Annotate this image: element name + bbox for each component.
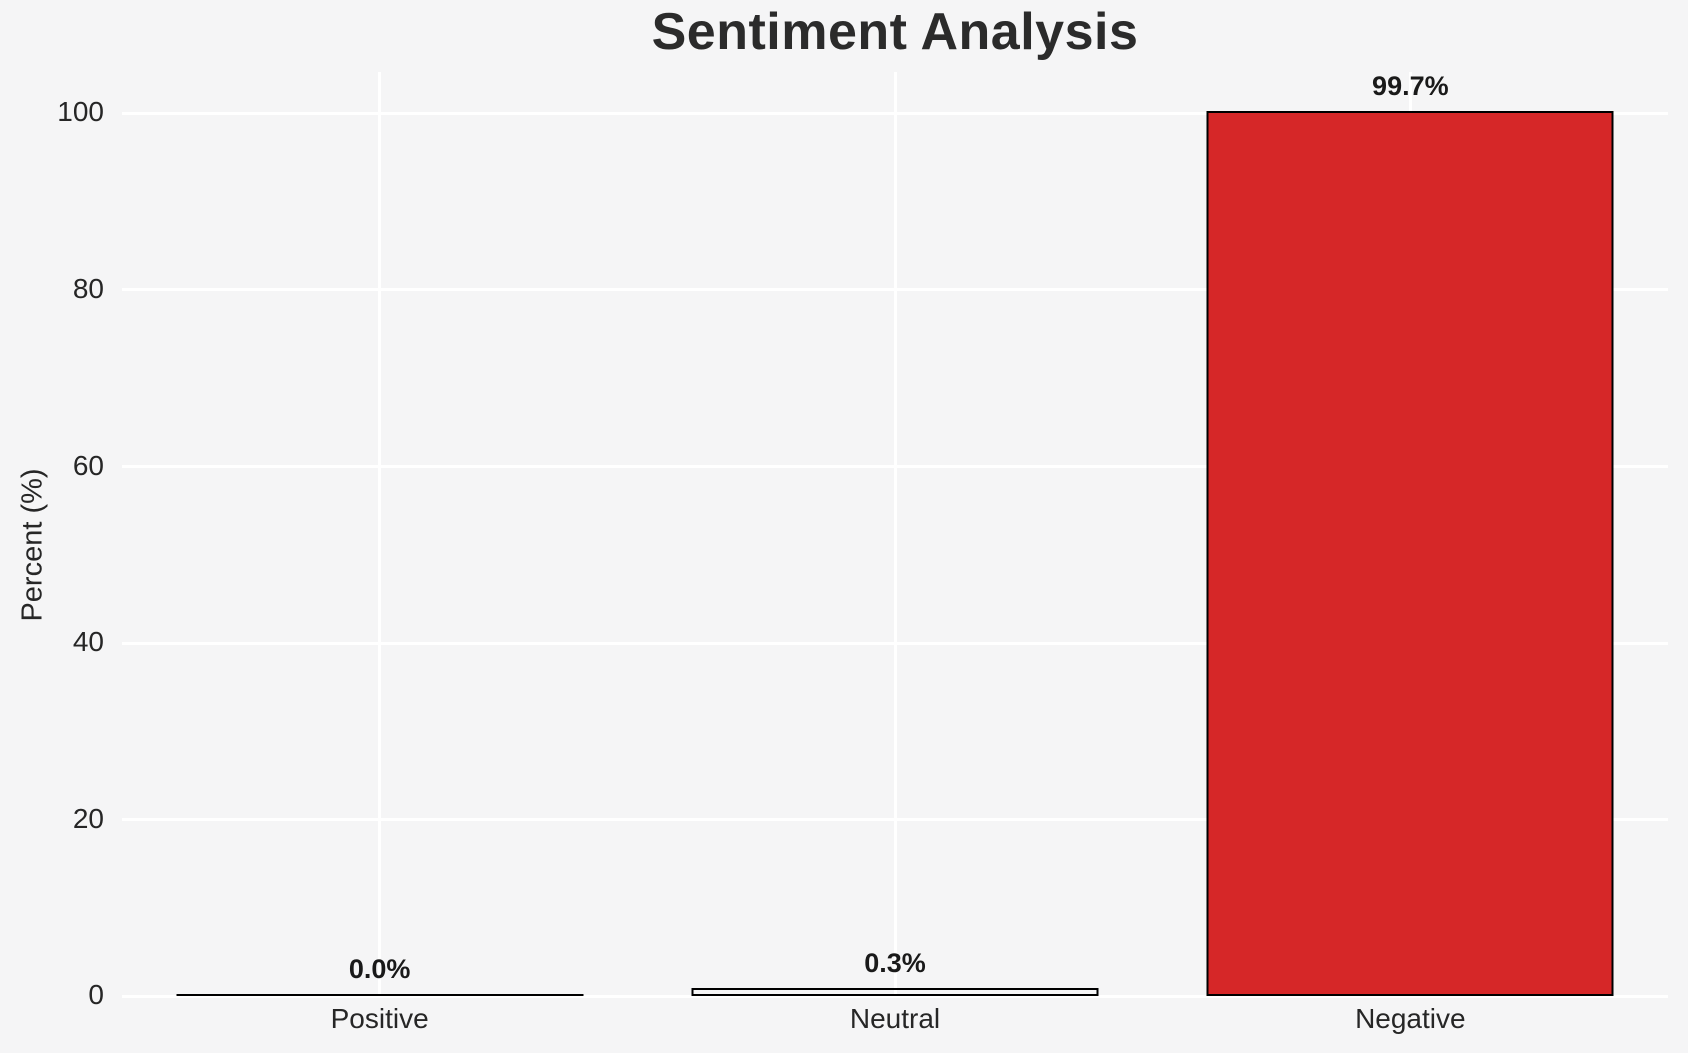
bar-negative [1206,111,1614,996]
bar-slot-neutral: 0.3% [691,72,1099,996]
value-label-negative: 99.7% [1372,71,1449,102]
chart-title: Sentiment Analysis [651,3,1139,61]
y-tick-label-40: 40 [72,626,104,657]
value-label-neutral: 0.3% [864,948,926,979]
value-label-positive: 0.0% [348,953,411,984]
plot-area: 0.0% 0.3% 99.7% [122,71,1668,998]
bar-positive [176,993,584,996]
bar-slot-negative: 99.7% [1206,71,1614,996]
y-tick-label-60: 60 [72,449,104,481]
bar-slot-positive: 0.0% [176,72,584,996]
y-tick-label-20: 20 [72,802,104,834]
x-tick-labels: Positive Neutral Negative [122,1003,1668,1043]
y-tick-label-100: 100 [57,96,104,128]
y-tick-label-80: 80 [72,272,104,304]
gridline-x-positive [378,72,382,996]
gridline-x-neutral [893,72,897,996]
bar-neutral [691,988,1099,996]
gridline-y-0 [122,994,1668,998]
y-tick-label-0: 0 [88,979,104,1010]
x-tick-label-negative: Negative [1355,1003,1466,1034]
x-tick-label-neutral: Neutral [849,1003,941,1034]
y-tick-labels: 0 20 40 60 80 100 [0,72,112,1010]
x-tick-label-positive: Positive [330,1003,429,1034]
